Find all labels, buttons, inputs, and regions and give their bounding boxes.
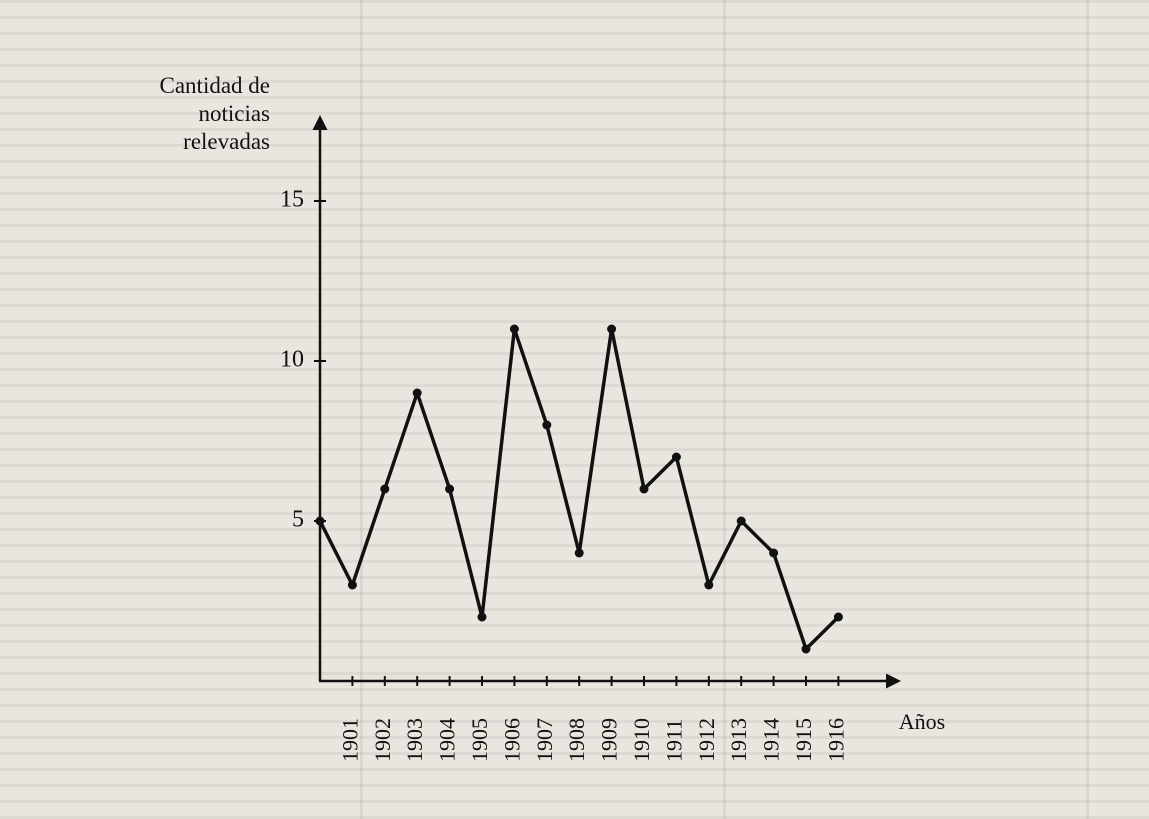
data-point [671, 452, 681, 462]
y-tick-label: 10 [280, 347, 304, 373]
data-point [736, 516, 746, 526]
y-tick-label: 5 [292, 507, 304, 533]
x-tick-label: 1908 [564, 718, 589, 762]
data-point [412, 388, 422, 398]
x-tick-label: 1904 [435, 718, 460, 762]
data-point [801, 644, 811, 654]
x-tick-label: 1911 [661, 719, 686, 762]
data-point [380, 484, 390, 494]
data-point [574, 548, 584, 558]
x-tick-label: 1913 [726, 718, 751, 762]
x-tick-label: 1906 [499, 718, 524, 762]
data-point [769, 548, 779, 558]
x-tick-label: 1907 [532, 718, 557, 762]
data-point [509, 324, 519, 334]
y-axis-label: Cantidad de noticias relevadas [159, 73, 271, 154]
x-tick-label: 1901 [337, 718, 362, 762]
x-tick-label: 1912 [694, 718, 719, 762]
x-tick-label: 1910 [629, 718, 654, 762]
data-point [833, 612, 843, 622]
data-point [477, 612, 487, 622]
data-point [347, 580, 357, 590]
data-point [542, 420, 552, 430]
data-point [315, 516, 325, 526]
x-tick-label: 1915 [791, 718, 816, 762]
data-point [704, 580, 714, 590]
x-tick-label: 1902 [370, 718, 395, 762]
data-point [607, 324, 617, 334]
x-tick-label: 1916 [823, 718, 848, 762]
x-tick-label: 1914 [759, 718, 784, 762]
x-tick-label: 1905 [467, 718, 492, 762]
x-tick-label: 1903 [402, 718, 427, 762]
x-axis-label: Años [899, 709, 945, 734]
x-tick-label: 1909 [597, 718, 622, 762]
data-line [318, 327, 840, 651]
y-tick-label: 15 [280, 187, 304, 213]
data-point [639, 484, 649, 494]
data-point [445, 484, 455, 494]
